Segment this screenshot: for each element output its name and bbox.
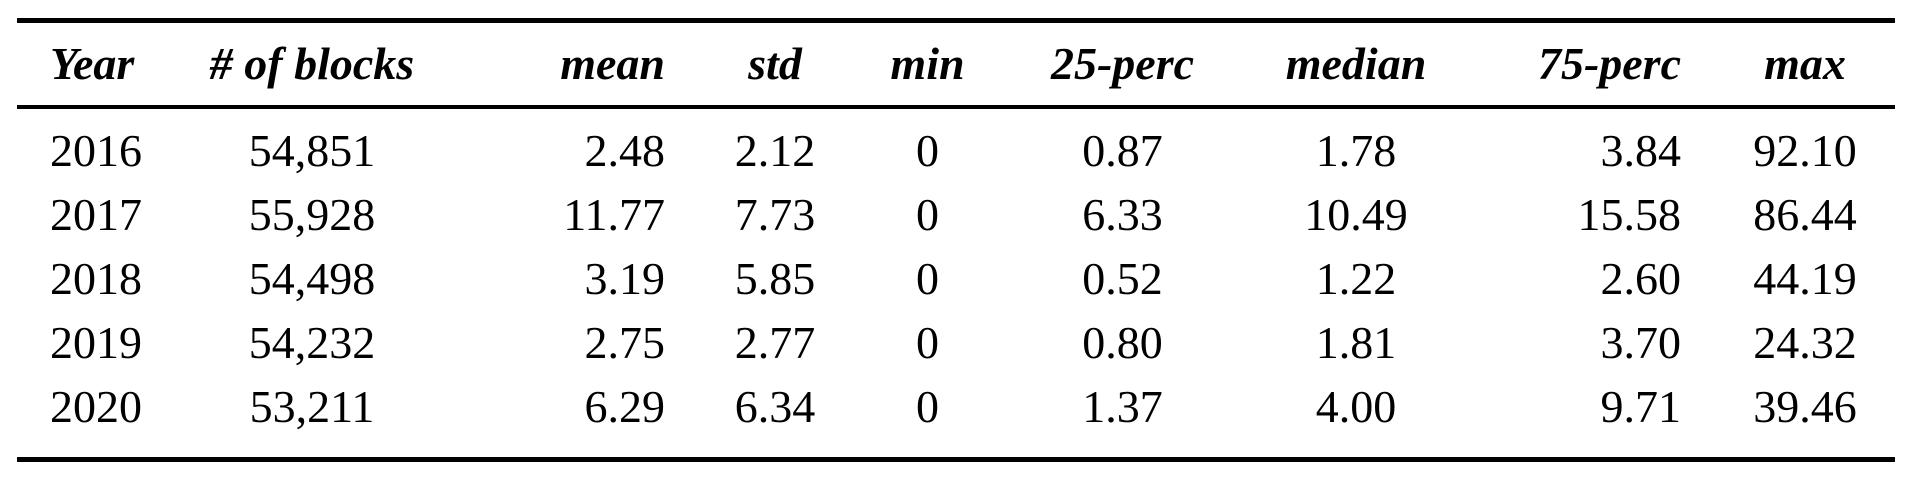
table-cell: 0 xyxy=(916,381,939,432)
table-cell: 54,232 xyxy=(248,317,376,368)
table-cell: 2.12 xyxy=(734,125,816,176)
table-cell: 1.22 xyxy=(1315,253,1397,304)
table-cell: 3.19 xyxy=(584,253,666,304)
table-cell: 0.52 xyxy=(1082,253,1163,304)
table-cell: 1.81 xyxy=(1315,317,1397,368)
column-header: 25-perc xyxy=(1050,38,1195,89)
table-cell: 10.49 xyxy=(1304,189,1408,240)
summary-statistics-table: Year # of blocks mean std min 25-perc median 75… xyxy=(17,18,1895,462)
table-cell: 2020 xyxy=(50,381,142,432)
table-cell: 2018 xyxy=(50,253,142,304)
table-cell: 2016 xyxy=(50,125,142,176)
table-cell: 2017 xyxy=(50,189,142,240)
table-cell: 24.32 xyxy=(1753,317,1857,368)
table-cell: 39.46 xyxy=(1753,381,1857,432)
table-cell: 0 xyxy=(916,253,939,304)
column-header: std xyxy=(748,38,802,89)
table-cell: 2.60 xyxy=(1600,253,1682,304)
table-cell: 0 xyxy=(916,125,939,176)
table-cell: 53,211 xyxy=(249,381,375,432)
table-cell: 9.71 xyxy=(1600,381,1682,432)
table-cell: 1.78 xyxy=(1315,125,1397,176)
table-row: 2016 54,851 2.48 2.12 0 0.87 1.78 3.84 92.10 xyxy=(17,107,1895,183)
table-cell: 54,498 xyxy=(248,253,376,304)
table-cell: 11.77 xyxy=(563,189,665,240)
table-cell: 55,928 xyxy=(248,189,376,240)
table-cell: 5.85 xyxy=(734,253,816,304)
table-cell: 0.87 xyxy=(1082,125,1163,176)
table-cell: 2.75 xyxy=(584,317,666,368)
column-header: mean xyxy=(560,38,665,89)
table-cell: 86.44 xyxy=(1753,189,1857,240)
column-header: 75-perc xyxy=(1537,38,1681,89)
table-cell: 3.84 xyxy=(1600,125,1682,176)
table-cell: 6.33 xyxy=(1082,189,1163,240)
table-cell: 0.80 xyxy=(1082,317,1163,368)
column-header: Year xyxy=(50,38,135,89)
table-cell: 2.77 xyxy=(734,317,816,368)
page: { "table": { "columns": ["Year", "# of b… xyxy=(0,18,1920,482)
table-cell: 92.10 xyxy=(1753,125,1857,176)
table-header-row: Year # of blocks mean std min 25-perc median 75… xyxy=(17,21,1895,108)
table-cell: 6.29 xyxy=(584,381,666,432)
table-cell: 0 xyxy=(916,317,939,368)
table-cell: 3.70 xyxy=(1600,317,1682,368)
table-cell: 1.37 xyxy=(1082,381,1163,432)
table-row: 2019 54,232 2.75 2.77 0 0.80 1.81 3.70 24.32 xyxy=(17,311,1895,375)
column-header: # of blocks xyxy=(209,38,415,89)
table-row: 2020 53,211 6.29 6.34 0 1.37 4.00 9.71 39.46 xyxy=(17,375,1895,460)
table-header: Year # of blocks mean std min 25-perc median 75… xyxy=(17,21,1895,108)
table-cell: 2.48 xyxy=(584,125,666,176)
table-cell: 7.73 xyxy=(734,189,816,240)
table-container: Year # of blocks mean std min 25-perc median 75… xyxy=(17,18,1895,462)
table-cell: 54,851 xyxy=(248,125,376,176)
table-cell: 2019 xyxy=(50,317,142,368)
column-header: min xyxy=(890,38,965,89)
column-header: median xyxy=(1285,38,1427,89)
column-header: max xyxy=(1764,38,1846,89)
table-cell: 0 xyxy=(916,189,939,240)
table-body: 2016 54,851 2.48 2.12 0 0.87 1.78 3.84 92.10 2017… xyxy=(17,107,1895,460)
table-row: 2017 55,928 11.77 7.73 0 6.33 10.49 15.58 86.44 xyxy=(17,183,1895,247)
table-cell: 6.34 xyxy=(734,381,816,432)
table-cell: 4.00 xyxy=(1315,381,1397,432)
table-row: 2018 54,498 3.19 5.85 0 0.52 1.22 2.60 44.19 xyxy=(17,247,1895,311)
table-cell: 44.19 xyxy=(1753,253,1857,304)
table-cell: 15.58 xyxy=(1577,189,1682,240)
